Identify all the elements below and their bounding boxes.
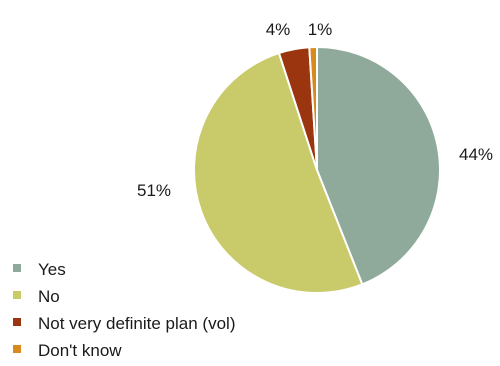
legend-item-no: No bbox=[13, 287, 60, 306]
pie-slice-yes bbox=[316, 46, 441, 286]
legend-swatch-no bbox=[13, 291, 21, 299]
legend-label-not-very-definite-plan: Not very definite plan (vol) bbox=[38, 314, 235, 333]
pie-slices bbox=[192, 45, 441, 295]
legend-swatch-yes bbox=[13, 264, 21, 272]
legend: Yes No Not very definite plan (vol) Don'… bbox=[13, 260, 235, 360]
legend-label-no: No bbox=[38, 287, 60, 306]
legend-item-not-very-definite-plan: Not very definite plan (vol) bbox=[13, 314, 235, 333]
pie-slice-no bbox=[192, 52, 364, 295]
slice-label-dont-know: 1% bbox=[308, 20, 333, 39]
slice-label-no: 51% bbox=[137, 181, 171, 200]
slice-label-yes: 44% bbox=[459, 145, 493, 164]
legend-label-dont-know: Don't know bbox=[38, 341, 122, 360]
slice-labels: 44% 51% 4% 1% bbox=[137, 20, 493, 200]
legend-item-yes: Yes bbox=[13, 260, 66, 279]
slice-label-not-very-definite-plan: 4% bbox=[266, 20, 291, 39]
legend-swatch-not-very-definite-plan bbox=[13, 318, 21, 326]
pie-slice-dont-know bbox=[308, 45, 318, 171]
legend-label-yes: Yes bbox=[38, 260, 66, 279]
legend-swatch-dont-know bbox=[13, 345, 21, 353]
legend-item-dont-know: Don't know bbox=[13, 341, 122, 360]
